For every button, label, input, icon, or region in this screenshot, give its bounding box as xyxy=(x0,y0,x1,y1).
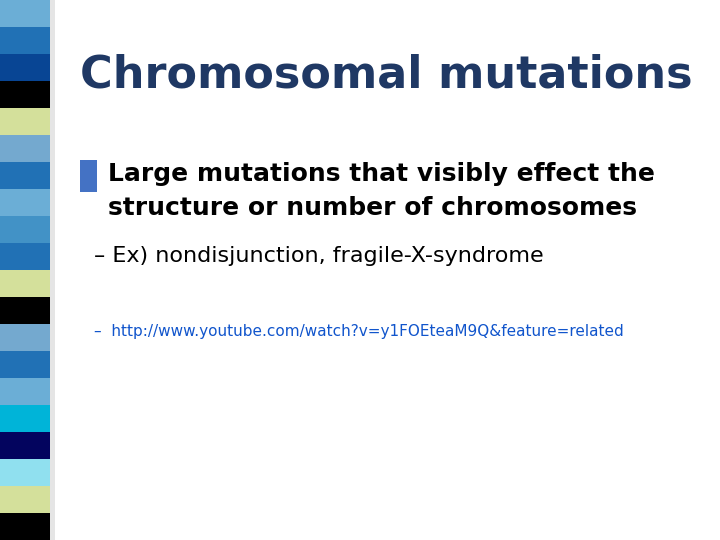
Bar xyxy=(0,297,50,324)
Text: –  http://www.youtube.com/watch?v=y1FOEteaM9Q&feature=related: – http://www.youtube.com/watch?v=y1FOEte… xyxy=(94,324,624,339)
Text: structure or number of chromosomes: structure or number of chromosomes xyxy=(108,196,637,220)
Bar xyxy=(0,108,50,135)
Bar xyxy=(80,160,97,192)
Bar xyxy=(0,243,50,270)
Bar xyxy=(0,81,50,108)
Bar xyxy=(0,486,50,513)
Bar xyxy=(0,189,50,216)
Bar xyxy=(0,324,50,351)
Bar xyxy=(0,405,50,432)
Text: – Ex) nondisjunction, fragile-X-syndrome: – Ex) nondisjunction, fragile-X-syndrome xyxy=(94,246,544,266)
Bar xyxy=(50,0,55,540)
Bar xyxy=(0,378,50,405)
Bar xyxy=(0,0,50,27)
Bar xyxy=(0,54,50,81)
Bar xyxy=(0,351,50,378)
Bar xyxy=(0,459,50,486)
Text: Chromosomal mutations: Chromosomal mutations xyxy=(80,54,693,97)
Bar xyxy=(0,432,50,459)
Bar xyxy=(0,135,50,162)
Bar xyxy=(0,513,50,540)
Bar xyxy=(0,270,50,297)
Text: Large mutations that visibly effect the: Large mutations that visibly effect the xyxy=(108,162,655,186)
Bar xyxy=(0,27,50,54)
Bar xyxy=(0,216,50,243)
Bar xyxy=(0,162,50,189)
